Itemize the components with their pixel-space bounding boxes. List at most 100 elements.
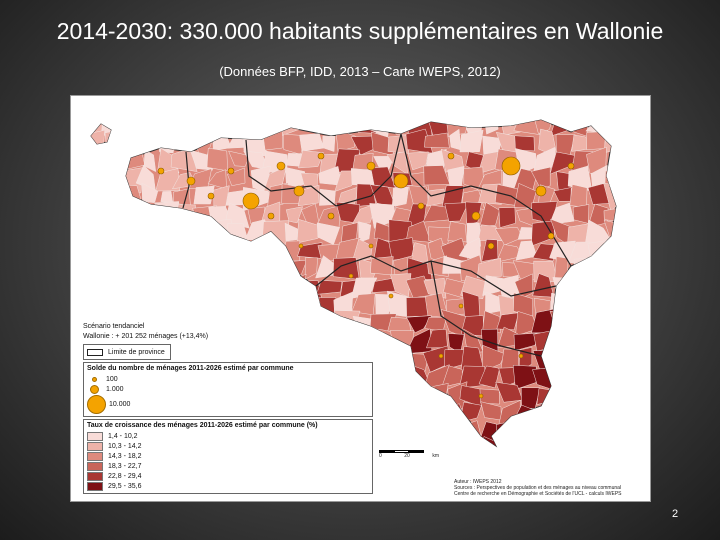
commune-cell xyxy=(91,261,104,279)
household-circle xyxy=(471,211,481,221)
commune-cell xyxy=(481,344,506,372)
commune-cell xyxy=(585,120,612,134)
legend-circle-1000: 1.000 xyxy=(106,385,124,393)
commune-cell xyxy=(143,149,157,173)
commune-cell xyxy=(623,293,646,318)
commune-cell xyxy=(388,418,416,439)
commune-cell xyxy=(281,299,306,320)
commune-cell xyxy=(297,120,318,130)
commune-cell xyxy=(630,386,649,406)
commune-cell xyxy=(152,223,180,243)
commune-cell xyxy=(298,150,324,169)
slide-title: 2014-2030: 330.000 habitants supplémenta… xyxy=(56,18,664,44)
commune-cell xyxy=(122,241,144,261)
legend-taux-title: Taux de croissance des ménages 2011-2026… xyxy=(87,422,318,429)
commune-cell xyxy=(572,330,596,355)
commune-cell xyxy=(209,120,234,137)
commune-cell xyxy=(262,129,283,151)
household-circle xyxy=(267,212,275,220)
commune-cell xyxy=(479,436,502,446)
commune-cell xyxy=(154,293,180,318)
commune-cell xyxy=(91,165,109,185)
commune-cell xyxy=(513,332,541,352)
commune-cell xyxy=(569,366,591,386)
commune-cell xyxy=(554,349,573,374)
commune-cell xyxy=(170,128,196,151)
commune-cell xyxy=(406,399,429,426)
commune-cell xyxy=(498,207,516,228)
commune-cell xyxy=(225,291,249,314)
commune-cell xyxy=(225,255,250,283)
commune-cell xyxy=(536,387,551,405)
legend-circle-100: 100 xyxy=(106,375,118,383)
legend-swatch-2 xyxy=(87,441,103,451)
legend-class-6: 29,5 - 35,6 xyxy=(108,482,142,490)
commune-cell xyxy=(533,418,558,445)
household-circle xyxy=(293,185,305,197)
commune-cell xyxy=(227,167,246,187)
commune-cell xyxy=(552,435,575,446)
commune-cell xyxy=(319,120,335,133)
commune-cell xyxy=(137,294,158,318)
map-credits: Auteur : IWEPS 2012 Sources : Perspectiv… xyxy=(454,479,648,497)
legend-swatch-3 xyxy=(87,451,103,461)
commune-cell xyxy=(173,218,197,240)
commune-cell xyxy=(154,242,181,264)
commune-cell xyxy=(603,206,616,223)
commune-cell xyxy=(406,315,433,334)
commune-cell xyxy=(536,403,559,428)
commune-cell xyxy=(173,254,195,283)
commune-cell xyxy=(370,381,391,407)
household-circle xyxy=(501,156,521,176)
commune-cell xyxy=(530,166,551,190)
commune-cell xyxy=(100,275,126,297)
household-circle xyxy=(157,167,165,175)
commune-cell xyxy=(124,222,144,246)
legend-scenario-value: Wallonie : + 201 252 ménages (+13,4%) xyxy=(83,333,209,340)
commune-cell xyxy=(195,259,215,283)
commune-cell xyxy=(479,388,500,405)
scale-zero: 0 xyxy=(379,453,382,459)
commune-cell xyxy=(607,365,616,391)
commune-cell xyxy=(424,383,449,406)
household-circle xyxy=(417,202,425,210)
commune-cell xyxy=(548,363,577,387)
commune-cell xyxy=(91,276,104,301)
commune-cell xyxy=(153,120,175,139)
commune-cell xyxy=(389,385,415,402)
commune-cell xyxy=(460,437,479,446)
commune-cell xyxy=(322,135,336,152)
commune-cell xyxy=(91,296,109,319)
commune-cell xyxy=(391,186,409,208)
commune-cell xyxy=(141,182,159,209)
commune-cell xyxy=(625,349,648,371)
commune-cell xyxy=(567,349,596,367)
commune-cell xyxy=(285,206,304,224)
commune-cell xyxy=(388,348,414,372)
household-circle xyxy=(458,303,464,309)
commune-cell xyxy=(371,362,396,390)
commune-cell xyxy=(387,368,414,389)
commune-cell xyxy=(605,435,616,446)
household-circle xyxy=(393,173,409,189)
commune-cell xyxy=(103,293,122,310)
commune-cell xyxy=(443,436,467,446)
commune-cell xyxy=(136,239,158,265)
household-circle xyxy=(567,162,575,170)
commune-cell xyxy=(227,239,253,263)
legend-swatch-4 xyxy=(87,461,103,471)
commune-cell xyxy=(585,281,608,295)
commune-cell xyxy=(532,243,554,262)
commune-cell xyxy=(265,255,289,282)
commune-cell xyxy=(602,328,616,351)
commune-cell xyxy=(629,117,642,136)
commune-cell xyxy=(171,294,196,316)
commune-cell xyxy=(405,419,430,445)
legend-swatch-6 xyxy=(87,481,103,491)
household-circle xyxy=(317,152,325,160)
commune-cell xyxy=(603,291,616,314)
commune-cell xyxy=(170,243,197,265)
commune-cell xyxy=(209,239,236,260)
commune-cell xyxy=(138,134,162,149)
commune-cell xyxy=(106,150,127,175)
